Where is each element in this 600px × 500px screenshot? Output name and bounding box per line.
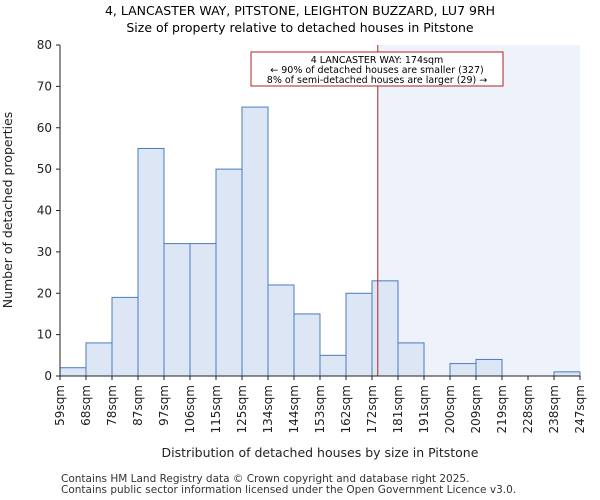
histogram-bar — [397, 342, 425, 377]
histogram-bar — [215, 168, 243, 377]
larger-region-shade — [377, 45, 580, 376]
annotation-box: 4 LANCASTER WAY: 174sqm ← 90% of detache… — [250, 51, 504, 87]
y-tick-label: 40 — [37, 204, 52, 218]
histogram-bar — [475, 358, 503, 377]
x-tick-label: 191sqm — [417, 385, 431, 433]
y-tick-label: 70 — [37, 79, 52, 93]
y-tick-label: 50 — [37, 162, 52, 176]
x-tick-label: 209sqm — [469, 385, 483, 433]
footer-line2: Contains public sector information licen… — [61, 484, 517, 496]
x-tick-label: 97sqm — [157, 385, 171, 426]
histogram-bar — [267, 284, 295, 377]
annotation-frame — [250, 51, 504, 87]
histogram-bar — [111, 296, 139, 377]
x-tick-label: 200sqm — [443, 385, 457, 433]
y-tick-label: 60 — [37, 121, 52, 135]
histogram-bar — [345, 292, 373, 377]
x-tick-label: 144sqm — [287, 385, 301, 433]
x-tick-label: 162sqm — [339, 385, 353, 433]
x-tick-label: 247sqm — [573, 385, 587, 433]
histogram-bar — [553, 371, 581, 377]
x-tick-label: 238sqm — [547, 385, 561, 433]
x-tick-label: 181sqm — [391, 385, 405, 433]
y-axis-label: Number of detached properties — [0, 112, 15, 309]
histogram-bar — [137, 147, 165, 377]
bars-layer — [59, 106, 581, 377]
histogram-bar — [293, 313, 321, 377]
x-tick-label: 228sqm — [521, 385, 535, 433]
footer-line1: Contains HM Land Registry data © Crown c… — [61, 473, 470, 485]
histogram-bar — [163, 243, 191, 377]
x-tick-label: 68sqm — [79, 385, 93, 426]
chart-title-line1: 4, LANCASTER WAY, PITSTONE, LEIGHTON BUZ… — [105, 3, 495, 18]
x-tick-label: 106sqm — [183, 385, 197, 433]
histogram-bar — [319, 354, 347, 377]
x-tick-label: 87sqm — [131, 385, 145, 426]
y-tick-label: 10 — [37, 328, 52, 342]
x-tick-label: 115sqm — [209, 385, 223, 433]
annotation-line3: 8% of semi-detached houses are larger (2… — [267, 75, 487, 86]
axes-layer: 0 10 20 30 40 50 60 70 80 59sqm 68sqm 78sqm 87sqm 97s… — [37, 38, 587, 433]
histogram-bar — [85, 342, 113, 377]
chart-title-line2: Size of property relative to detached ho… — [126, 20, 474, 35]
annotation-line2: ← 90% of detached houses are smaller (32… — [270, 65, 483, 76]
y-tick-label: 0 — [44, 369, 52, 383]
y-tick-label: 20 — [37, 286, 52, 300]
shade-region-layer — [377, 45, 580, 376]
histogram-bar — [59, 367, 87, 377]
x-tick-label: 59sqm — [53, 385, 67, 426]
x-tick-label: 78sqm — [105, 385, 119, 426]
x-tick-label: 172sqm — [365, 385, 379, 433]
y-tick-label: 30 — [37, 245, 52, 259]
histogram-bar — [449, 363, 477, 377]
annotation-line1: 4 LANCASTER WAY: 174sqm — [311, 55, 444, 66]
histogram-bar — [371, 280, 399, 377]
x-tick-label: 134sqm — [261, 385, 275, 433]
x-tick-label: 219sqm — [495, 385, 509, 433]
histogram-bar — [241, 106, 269, 377]
x-axis-label: Distribution of detached houses by size … — [162, 445, 479, 460]
histogram-chart: 4, LANCASTER WAY, PITSTONE, LEIGHTON BUZ… — [0, 3, 587, 460]
x-tick-label: 125sqm — [235, 385, 249, 433]
histogram-bar — [189, 243, 217, 377]
x-tick-label: 153sqm — [313, 385, 327, 433]
y-tick-label: 80 — [37, 38, 52, 52]
